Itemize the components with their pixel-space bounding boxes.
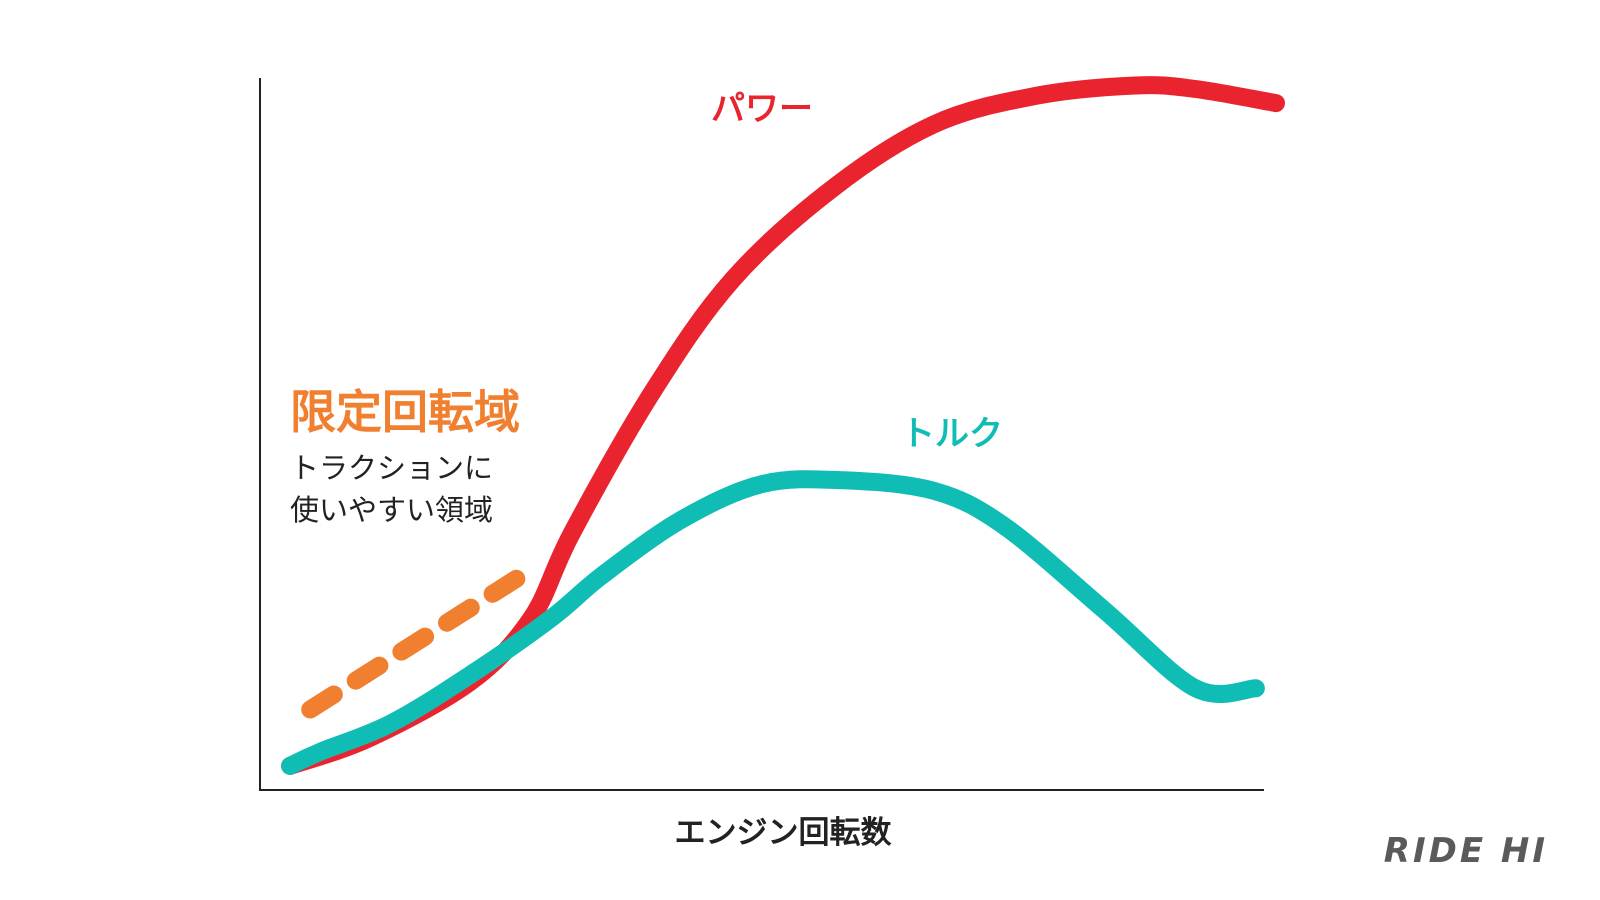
limited-rpm-range-title: 限定回転域 xyxy=(290,385,520,439)
limited-rpm-range-dashed-line xyxy=(301,566,531,719)
series-layer xyxy=(281,76,1285,775)
limited-rpm-range-description-line2: 使いやすい領域 xyxy=(290,493,493,527)
x-axis-label: エンジン回転数 xyxy=(675,815,892,851)
power-series-label: パワー xyxy=(711,89,813,129)
torque-series-label: トルク xyxy=(901,414,1003,454)
ride-hi-logo: RIDE HI xyxy=(1384,831,1548,871)
limited-rpm-range-description-line1: トラクションに xyxy=(290,451,493,485)
torque-series-line xyxy=(281,470,1265,775)
